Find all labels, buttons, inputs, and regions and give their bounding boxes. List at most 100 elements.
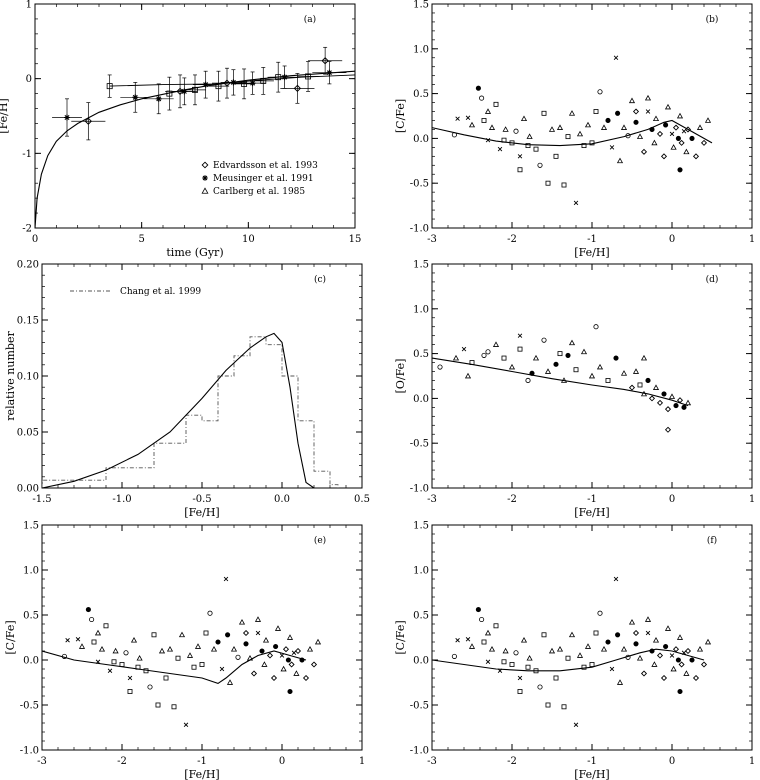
data-point	[461, 346, 467, 352]
data-point	[306, 645, 314, 652]
data-point	[465, 637, 471, 642]
data-point	[681, 128, 687, 134]
data-point	[576, 652, 584, 658]
plot-frame	[41, 524, 363, 751]
x-tick-label: 5	[138, 234, 144, 245]
data-point	[677, 688, 683, 695]
data-point	[107, 668, 113, 674]
data-point	[464, 372, 472, 379]
data-point	[151, 632, 157, 638]
x-tick-label: -3	[427, 234, 437, 245]
x-axis-label: [Fe/H]	[574, 506, 609, 519]
data-point	[597, 89, 603, 95]
y-axis-label: relative number	[4, 331, 17, 421]
data-point	[455, 637, 460, 643]
data-point	[493, 623, 499, 629]
data-point	[127, 689, 133, 694]
data-point	[660, 153, 668, 160]
data-point	[508, 363, 516, 370]
x-tick-label: 0	[32, 234, 38, 245]
data-point	[637, 382, 643, 388]
data-point	[556, 645, 564, 652]
data-point	[455, 116, 460, 121]
data-point	[656, 130, 664, 137]
data-point	[299, 657, 305, 663]
data-point	[517, 346, 523, 352]
y-tick-label: -0.5	[410, 701, 429, 712]
data-point	[689, 135, 695, 141]
data-point-square	[305, 73, 312, 80]
data-point	[605, 378, 611, 383]
x-tick-label: 0	[669, 234, 675, 245]
model-curve	[432, 119, 713, 147]
data-point	[640, 354, 648, 361]
data-point	[656, 652, 664, 659]
data-point	[171, 704, 177, 710]
data-point	[529, 370, 535, 376]
model-curve	[432, 357, 689, 407]
data-point	[95, 659, 101, 665]
data-point	[600, 645, 608, 652]
data-point	[302, 674, 310, 682]
legend: Edvardsson et al. 1993 Meusinger et al. 1…	[201, 161, 318, 197]
data-point	[291, 650, 297, 656]
data-point	[675, 657, 681, 663]
data-point	[226, 679, 234, 685]
data-point	[517, 675, 523, 681]
legend-label: Edvardsson et al. 1993	[213, 161, 318, 171]
data-point	[548, 126, 556, 132]
x-tick-label: -3	[37, 756, 47, 767]
data-point	[526, 654, 533, 661]
y-tick-label: 1.5	[413, 260, 429, 271]
data-point	[513, 128, 519, 134]
data-point	[310, 661, 318, 668]
x-tick-label: 0.5	[354, 494, 370, 505]
data-point	[465, 115, 471, 121]
data-point	[609, 145, 615, 150]
data-point	[485, 349, 491, 355]
data-point	[644, 94, 652, 101]
x-axis-label: [Fe/H]	[574, 768, 609, 780]
data-point	[600, 124, 608, 130]
data-point-diamond	[321, 57, 329, 65]
data-point	[683, 670, 690, 676]
x-tick-label: -1	[587, 756, 597, 767]
data-point	[669, 131, 675, 137]
data-point	[533, 146, 539, 152]
data-point	[678, 139, 685, 146]
x-tick-label: 0	[669, 756, 675, 767]
data-point	[548, 647, 556, 654]
data-point	[537, 162, 543, 168]
data-point	[225, 632, 231, 638]
data-point	[681, 650, 687, 656]
y-tick-label: -1	[22, 149, 32, 160]
y-tick-label: 0.0	[23, 656, 39, 667]
data-point	[488, 645, 496, 652]
legend-marker-asterisk	[202, 175, 208, 181]
data-point	[669, 653, 675, 658]
data-point	[497, 668, 503, 674]
y-axis-label: [Fe/H]	[0, 98, 10, 133]
data-point	[676, 112, 684, 119]
data-point	[541, 110, 547, 116]
y-axis-label: [C/Fe]	[394, 99, 407, 133]
data-point	[675, 135, 681, 141]
data-point	[111, 659, 117, 665]
data-point	[127, 675, 133, 681]
data-point	[664, 406, 672, 413]
data-point	[652, 636, 660, 643]
legend-marker-diamond	[201, 161, 209, 169]
y-tick-label: -1.0	[410, 484, 429, 495]
data-point	[250, 670, 258, 677]
data-point	[663, 643, 669, 650]
data-point	[479, 616, 485, 623]
data-point	[640, 670, 648, 677]
data-point-asterisk	[132, 94, 139, 101]
y-axis-label: [O/Fe]	[394, 359, 407, 394]
data-point	[580, 348, 588, 355]
plot-frame	[34, 3, 356, 229]
data-point	[541, 337, 547, 343]
data-point	[451, 653, 457, 659]
data-point	[273, 643, 279, 650]
data-point-square	[275, 74, 282, 81]
